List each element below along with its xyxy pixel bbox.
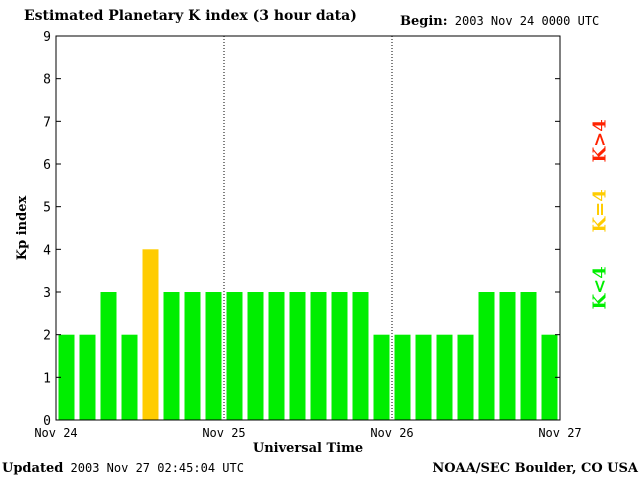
y-tick-label: 7 — [43, 115, 51, 130]
updated-label: Updated — [2, 461, 64, 476]
y-tick-label: 4 — [43, 243, 51, 258]
kp-bar — [247, 292, 264, 420]
kp-bar — [394, 334, 411, 420]
x-tick-label: Nov 24 — [34, 426, 77, 440]
y-tick-label: 5 — [43, 201, 51, 216]
y-tick-label: 6 — [43, 158, 51, 173]
updated-value: 2003 Nov 27 02:45:04 UTC — [70, 461, 244, 475]
y-tick-label: 2 — [43, 329, 51, 344]
kp-bar — [142, 249, 159, 420]
kp-bar — [499, 292, 516, 420]
kp-bar — [268, 292, 285, 420]
kp-bar — [331, 292, 348, 420]
x-tick-label: Nov 27 — [538, 426, 581, 440]
x-tick-label: Nov 26 — [370, 426, 413, 440]
chart-title: Estimated Planetary K index (3 hour data… — [24, 8, 357, 24]
kp-bar — [436, 334, 453, 420]
x-axis-label: Universal Time — [253, 441, 363, 456]
y-tick-label: 1 — [43, 371, 51, 386]
begin-value: 2003 Nov 24 0000 UTC — [454, 14, 600, 28]
kp-bar — [184, 292, 201, 420]
begin-info: Begin: 2003 Nov 24 0000 UTC — [400, 14, 599, 29]
x-tick-label: Nov 25 — [202, 426, 245, 440]
kp-bar — [457, 334, 474, 420]
plot-frame — [55, 35, 561, 421]
kp-bar — [100, 292, 117, 420]
kp-bar — [226, 292, 243, 420]
kp-bar — [121, 334, 138, 420]
kp-bar — [478, 292, 495, 420]
kp-bar — [352, 292, 369, 420]
credit-text: NOAA/SEC Boulder, CO USA — [432, 461, 638, 476]
kp-bar — [79, 334, 96, 420]
kp-bar — [58, 334, 75, 420]
kp-bar — [415, 334, 432, 420]
legend-k-above-4: K>4 — [589, 119, 611, 163]
begin-label: Begin: — [400, 14, 448, 29]
legend-k-below-4: K<4 — [589, 266, 611, 310]
y-tick-label: 9 — [43, 30, 51, 45]
updated-info: Updated 2003 Nov 27 02:45:04 UTC — [2, 461, 244, 476]
y-tick-label: 8 — [43, 73, 51, 88]
y-tick-label: 3 — [43, 286, 51, 301]
y-tick-label: 0 — [43, 414, 51, 429]
kp-bar — [289, 292, 306, 420]
kp-bar — [205, 292, 222, 420]
kp-bar — [310, 292, 327, 420]
kp-bar — [373, 334, 390, 420]
legend-k-equal-4: K=4 — [589, 189, 611, 233]
kp-bar — [163, 292, 180, 420]
y-axis-label: Kp index — [15, 196, 30, 261]
kp-bar — [541, 334, 558, 420]
kp-bar — [520, 292, 537, 420]
